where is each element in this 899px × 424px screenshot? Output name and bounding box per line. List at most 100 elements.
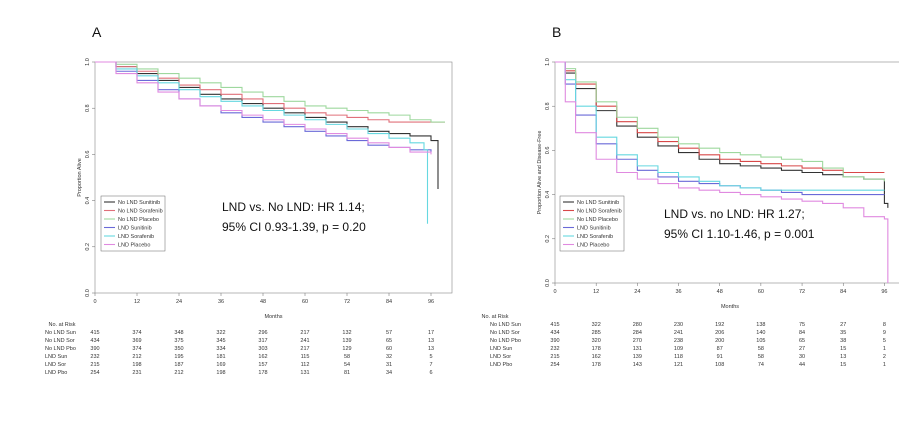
- panel-a-risk-row-label: LND Sor: [45, 362, 66, 368]
- panel-b-risk-value: 75: [799, 322, 805, 328]
- panel-b-risk-value: 178: [592, 362, 601, 368]
- panel-b-risk-value: 232: [550, 346, 559, 352]
- panel-a-risk-row-label: LND Sun: [45, 354, 67, 360]
- panel-a-risk-value: 31: [386, 362, 392, 368]
- panel-b-risk-value: 320: [592, 338, 601, 344]
- panel-b-series-line: [555, 61, 885, 182]
- panel-a-series-line: [95, 61, 429, 224]
- panel-a-y-tick-label: 0.2: [85, 243, 91, 251]
- panel-b-risk-value: 74: [758, 362, 764, 368]
- panel-b-risk-value: 58: [758, 346, 764, 352]
- panel-b-legend-entry: LND Sunitinib: [577, 226, 611, 232]
- panel-b-risk-row-label: No LND Sun: [490, 322, 521, 328]
- panel-b-x-tick-label: 48: [717, 289, 723, 295]
- panel-a-plot-frame: [94, 61, 453, 294]
- panel-b-risk-value: 140: [756, 330, 765, 336]
- panel-a-risk-value: 54: [344, 362, 350, 368]
- panel-b-risk-value: 241: [674, 330, 683, 336]
- panel-a-x-tick-label: 84: [386, 299, 392, 305]
- panel-b-risk-row-label: No LND Pbo: [490, 338, 521, 344]
- panel-b-risk-value: 5: [883, 338, 886, 344]
- panel-a-legend-entry: No LND Sorafenib: [118, 209, 163, 215]
- panel-b-y-tick-label: 0.6: [545, 147, 551, 155]
- panel-b-risk-value: 131: [633, 346, 642, 352]
- panel-b-legend-entry: LND Placebo: [577, 243, 609, 249]
- panel-b-risk-value: 13: [840, 354, 846, 360]
- panel-a-legend-entry: LND Placebo: [118, 243, 150, 249]
- panel-b-risk-value: 415: [550, 322, 559, 328]
- panel-b-risk-row-label: No LND Sor: [490, 330, 520, 336]
- panel-b-risk-value: 109: [674, 346, 683, 352]
- panel-b-risk-value: 254: [550, 362, 559, 368]
- panel-a-risk-value: 81: [344, 370, 350, 376]
- panel-b-risk-value: 215: [550, 354, 559, 360]
- panel-a-risk-value: 375: [174, 338, 183, 344]
- panel-a-x-tick-label: 60: [302, 299, 308, 305]
- panel-b-series-line: [555, 61, 889, 283]
- panel-b-risk-row-label: LND Sor: [490, 354, 511, 360]
- panel-b-risk-value: 84: [799, 330, 805, 336]
- panel-b-risk-value: 200: [715, 338, 724, 344]
- panel-a-risk-value: 129: [342, 346, 351, 352]
- panel-a-risk-value: 232: [90, 354, 99, 360]
- panel-a-hr-annotation: 95% CI 0.93-1.39, p = 0.20: [222, 220, 366, 234]
- panel-b-risk-value: 1: [883, 346, 886, 352]
- panel-b-risk-value: 35: [840, 330, 846, 336]
- panel-a-risk-value: 112: [301, 362, 310, 368]
- panel-a-risk-value: 241: [300, 338, 309, 344]
- panel-a-legend-entry: No LND Placebo: [118, 217, 159, 223]
- panel-b-x-tick-label: 36: [675, 289, 681, 295]
- panel-b-risk-value: 15: [840, 362, 846, 368]
- panel-a-risk-title: No. at Risk: [49, 322, 76, 328]
- panel-b-plot-frame: [554, 61, 899, 284]
- panel-a-y-tick-label: 0.6: [85, 151, 91, 159]
- panel-b-risk-value: 38: [840, 338, 846, 344]
- panel-a-risk-value: 322: [216, 330, 225, 336]
- panel-a-risk-value: 369: [132, 338, 141, 344]
- panel-a-x-tick-label: 36: [218, 299, 224, 305]
- panel-a-risk-value: 131: [300, 370, 309, 376]
- panel-a-legend-entry: LND Sorafenib: [118, 234, 154, 240]
- panel-b-risk-value: 434: [550, 330, 559, 336]
- panel-b-risk-value: 118: [674, 354, 683, 360]
- panel-b-risk-value: 87: [717, 346, 723, 352]
- panel-a-x-tick-label: 0: [93, 299, 96, 305]
- panel-b-series-line: [555, 61, 885, 191]
- panel-b-risk-value: 280: [633, 322, 642, 328]
- panel-b-risk-value: 27: [840, 322, 846, 328]
- panel-a-risk-value: 58: [344, 354, 350, 360]
- panel-a-risk-value: 434: [90, 338, 99, 344]
- panel-b-risk-value: 178: [592, 346, 601, 352]
- panel-b-risk-value: 15: [840, 346, 846, 352]
- panel-a-risk-value: 374: [132, 330, 141, 336]
- panel-a-risk-value: 57: [386, 330, 392, 336]
- panel-b-legend-box: [559, 195, 625, 252]
- panel-a-risk-row-label: No LND Sor: [45, 338, 75, 344]
- panel-a-risk-value: 34: [386, 370, 392, 376]
- panel-b-series-line: [555, 61, 885, 174]
- panel-a-risk-value: 139: [342, 338, 351, 344]
- panel-a-risk-value: 254: [90, 370, 99, 376]
- panel-b-hr-annotation: 95% CI 1.10-1.46, p = 0.001: [664, 227, 815, 241]
- panel-a-risk-value: 334: [216, 346, 225, 352]
- panel-a-x-axis-label: Months: [264, 314, 282, 320]
- panel-a-series-line: [95, 61, 445, 123]
- panel-a-x-tick-label: 72: [344, 299, 350, 305]
- panel-b-risk-value: 139: [633, 354, 642, 360]
- panel-b-letter: B: [552, 24, 562, 40]
- panel-a-x-tick-label: 24: [176, 299, 182, 305]
- panel-a-risk-value: 317: [258, 338, 267, 344]
- panel-a-series-line: [95, 61, 439, 190]
- panel-a-risk-value: 215: [90, 362, 99, 368]
- panel-b-risk-value: 2: [883, 354, 886, 360]
- panel-a-y-tick-label: 0.8: [85, 104, 91, 112]
- panel-a-y-tick-label: 0.4: [85, 197, 91, 205]
- panel-b-y-tick-label: 0.8: [545, 102, 551, 110]
- panel-b-legend-entry: No LND Placebo: [577, 217, 618, 223]
- panel-a-risk-value: 115: [301, 354, 310, 360]
- panel-b-legend-entry: No LND Sunitinib: [577, 200, 619, 206]
- panel-a-x-tick-label: 12: [134, 299, 140, 305]
- panel-a-legend-box: [100, 195, 166, 252]
- panel-a-risk-value: 348: [174, 330, 183, 336]
- panel-a-risk-value: 13: [428, 338, 434, 344]
